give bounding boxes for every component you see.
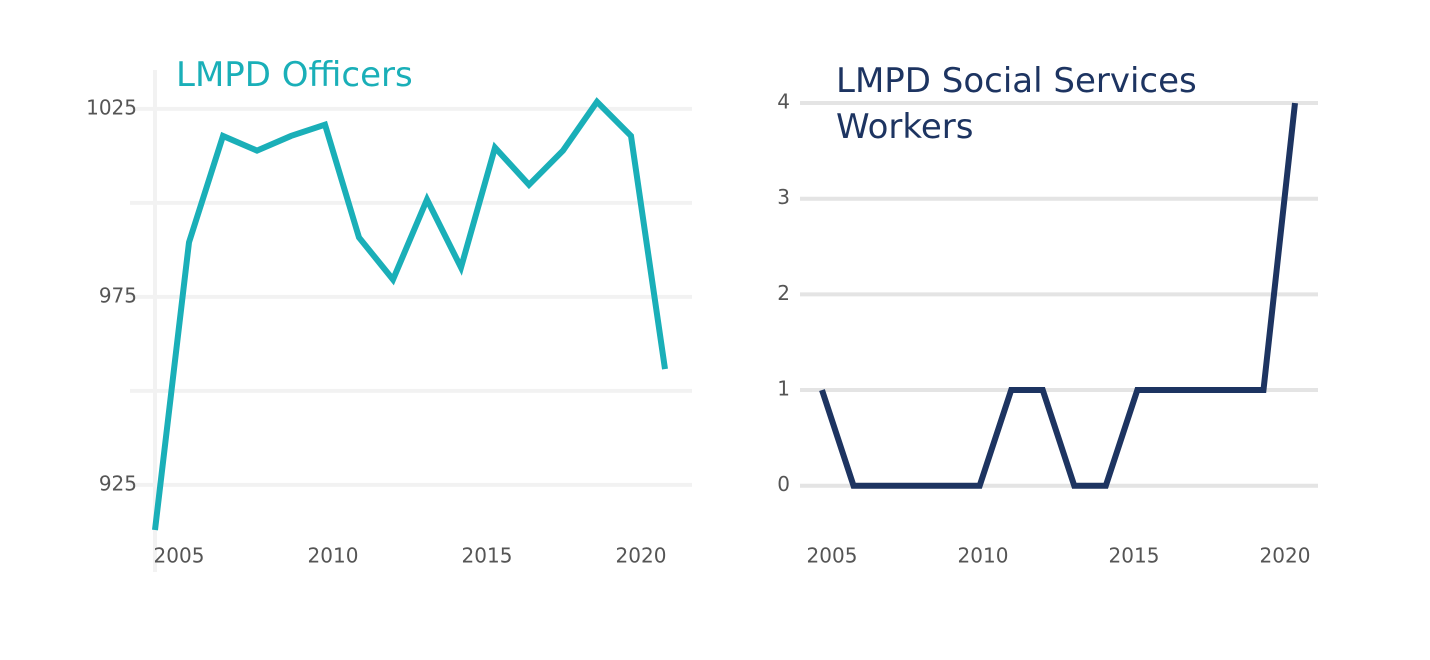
x-tick-label: 2005 — [807, 544, 858, 568]
x-tick-label: 2010 — [308, 544, 359, 568]
x-tick-label: 2020 — [616, 544, 667, 568]
y-tick-label: 1025 — [86, 95, 137, 119]
x-tick-label: 2015 — [1109, 544, 1160, 568]
chart-title: LMPD Social Services Workers — [836, 61, 1197, 147]
y-tick-label: 925 — [99, 471, 137, 495]
y-tick-label: 975 — [99, 283, 137, 307]
y-tick-label: 2 — [777, 281, 790, 305]
x-tick-label: 2010 — [958, 544, 1009, 568]
y-tick-label: 4 — [777, 90, 790, 114]
line — [152, 97, 668, 531]
x-tick-label: 2015 — [462, 544, 513, 568]
y-tick-label: 1 — [777, 377, 790, 401]
x-tick-label: 2005 — [154, 544, 205, 568]
chart-title: LMPD Officers — [176, 55, 413, 95]
y-tick-label: 3 — [777, 185, 790, 209]
line — [819, 102, 1298, 489]
y-tick-label: 0 — [777, 472, 790, 496]
x-tick-label: 2020 — [1260, 544, 1311, 568]
